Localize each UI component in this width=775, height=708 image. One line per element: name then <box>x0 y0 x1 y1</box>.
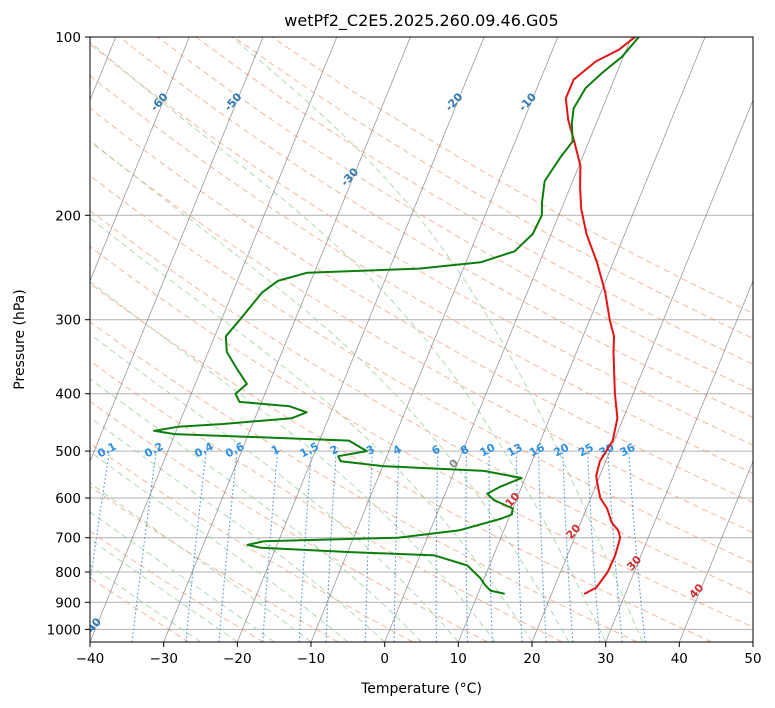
dry-adiabat-line <box>90 360 563 642</box>
isotherm-line <box>457 37 706 642</box>
mixing-ratio-label: 25 <box>576 441 596 460</box>
y-tick-label: 700 <box>55 531 81 547</box>
y-tick-label: 100 <box>55 30 81 46</box>
mixing-ratio-label: 36 <box>618 441 638 460</box>
x-tick-label: 40 <box>671 651 688 667</box>
y-tick-label: 900 <box>55 595 81 611</box>
mixing-ratio-line <box>262 451 279 642</box>
x-tick-label: −30 <box>149 651 178 667</box>
mixing-ratio-line <box>628 451 646 642</box>
dry-adiabat-line <box>90 485 339 642</box>
x-axis: −40 −30 −20 −10 0 10 20 30 40 50 <box>76 642 762 667</box>
isotherm-line <box>90 37 338 642</box>
plot-area <box>90 37 753 642</box>
moist-adiabat-line <box>90 41 607 642</box>
y-tick-label: 1000 <box>47 622 81 638</box>
dry-adiabat-line <box>271 37 753 314</box>
isotherm-line <box>90 37 264 463</box>
chart-title: wetPf2_C2E5.2025.260.09.46.G05 <box>284 11 558 31</box>
x-tick-label: −20 <box>223 651 252 667</box>
mixing-ratio-line <box>185 451 207 642</box>
dry-adiabat-line <box>90 530 264 642</box>
moist-adiabat-line <box>90 378 422 642</box>
mixing-ratio-label: 13 <box>505 441 525 460</box>
dry-adiabat-line <box>90 400 488 642</box>
isotherm-line <box>678 460 753 642</box>
moist-adiabat-line <box>90 451 349 642</box>
moist-adiabat-line <box>90 511 275 642</box>
x-tick-label: −40 <box>76 651 105 667</box>
dry-adiabat-line <box>90 174 753 564</box>
moist-adiabat-line <box>231 37 643 642</box>
isotherm-line <box>90 37 190 282</box>
dry-adiabat-line <box>90 321 638 642</box>
x-tick-label: 50 <box>744 651 761 667</box>
x-tick-label: 10 <box>450 651 467 667</box>
dry-adiabat-line <box>90 107 753 504</box>
mixing-ratio-label: 10 <box>478 441 498 460</box>
y-tick-label: 600 <box>55 491 81 507</box>
dry-adiabat-line <box>195 37 753 365</box>
plot-frame <box>89 36 754 643</box>
moist-adiabat-line <box>90 333 459 642</box>
y-axis-label: Pressure (hPa) <box>12 289 28 389</box>
isotherm-line <box>605 279 753 642</box>
isotherm-line <box>384 37 632 642</box>
y-tick-label: 800 <box>55 565 81 581</box>
x-tick-label: −10 <box>297 651 326 667</box>
mixing-ratio-line <box>586 451 601 642</box>
dry-adiabat-line <box>90 246 753 628</box>
mixing-ratio-line <box>90 451 110 587</box>
dry-adiabat-line <box>157 37 753 392</box>
y-tick-label: 200 <box>55 208 81 224</box>
mixing-ratio-label: 20 <box>552 441 572 460</box>
y-tick-label: 400 <box>55 387 81 403</box>
dry-adiabat-line <box>90 283 712 642</box>
moist-adiabat-line <box>90 564 201 642</box>
mixing-ratio-line <box>607 451 623 642</box>
moist-adiabat-line <box>90 139 570 642</box>
isotherm-line <box>310 37 559 642</box>
moist-adiabat-line <box>90 416 386 642</box>
isotherm-line <box>531 99 753 642</box>
y-tick-label: 500 <box>55 444 81 460</box>
moist-adiabat-line <box>90 280 496 642</box>
dewpoint-profile-line <box>153 37 640 595</box>
dry-adiabat-line <box>90 209 753 596</box>
profile-series <box>153 37 640 595</box>
moist-adiabat-line <box>90 217 533 642</box>
x-tick-label: 0 <box>380 651 389 667</box>
isotherms <box>90 37 753 642</box>
y-axis: 100 200 300 400 500 600 700 800 900 1000 <box>47 30 90 638</box>
temperature-profile-line <box>564 37 637 595</box>
x-axis-label: Temperature (°C) <box>360 681 482 697</box>
x-tick-label: 20 <box>523 651 540 667</box>
mixing-ratio-label: 16 <box>527 441 547 460</box>
dry-adiabat-line <box>90 75 753 475</box>
x-tick-label: 30 <box>597 651 614 667</box>
isotherm-line <box>163 37 411 642</box>
y-tick-label: 300 <box>55 313 81 329</box>
moist-adiabat-line <box>90 538 238 642</box>
mixing-ratio-line <box>218 451 238 642</box>
